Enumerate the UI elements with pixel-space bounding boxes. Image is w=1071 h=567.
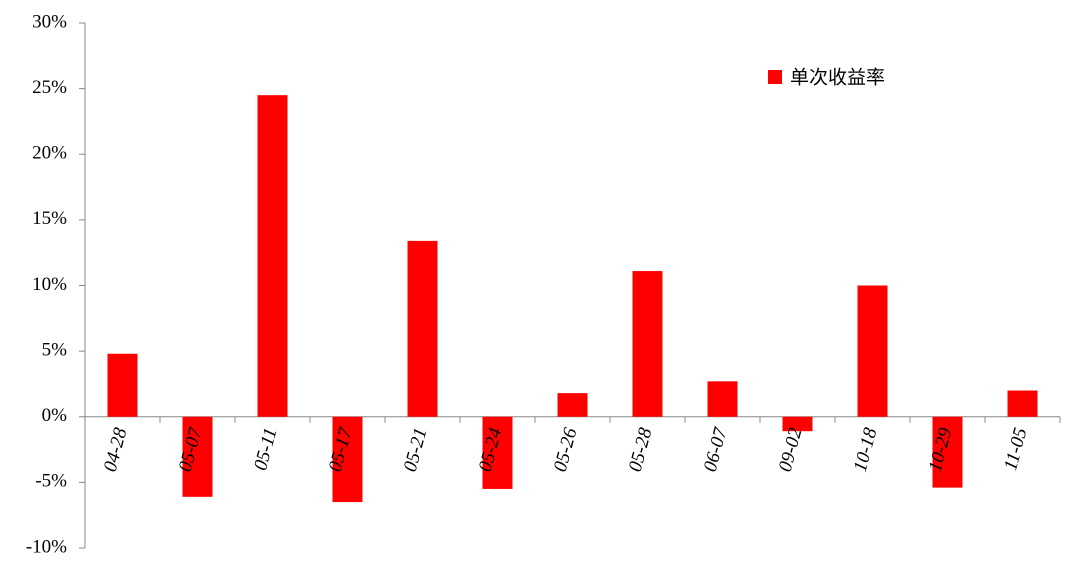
bar [482, 416, 513, 489]
y-tick-label: 25% [32, 77, 67, 98]
bar [932, 416, 963, 488]
bar [1007, 390, 1038, 417]
y-tick-label: 20% [32, 143, 67, 164]
y-tick-label: 30% [32, 11, 67, 32]
bar [332, 416, 363, 503]
bar [407, 240, 438, 417]
bar [107, 353, 138, 417]
x-tick-label: 05-11 [250, 426, 281, 473]
x-tick-label: 05-21 [400, 426, 432, 474]
x-tick-label: 10-18 [850, 425, 882, 474]
bar [257, 95, 288, 417]
bar [707, 381, 738, 417]
y-tick-label: 0% [42, 405, 68, 426]
bar [632, 271, 663, 417]
x-tick-label: 05-26 [550, 425, 582, 474]
legend-label: 单次收益率 [790, 67, 885, 89]
legend-swatch [768, 70, 782, 84]
y-tick-label: 15% [32, 208, 67, 229]
bar [782, 416, 813, 432]
bar [557, 393, 588, 417]
y-tick-label: -5% [35, 471, 67, 492]
x-tick-label: 04-28 [100, 425, 132, 474]
bar [857, 285, 888, 417]
x-tick-label: 09-02 [775, 425, 807, 474]
x-tick-label: 06-07 [700, 424, 732, 474]
x-tick-label: 11-05 [1000, 426, 1031, 473]
bar [182, 416, 213, 497]
y-tick-label: 5% [42, 339, 68, 360]
y-tick-label: -10% [26, 536, 67, 557]
y-tick-label: 10% [32, 274, 67, 295]
x-tick-label: 05-28 [625, 425, 657, 474]
